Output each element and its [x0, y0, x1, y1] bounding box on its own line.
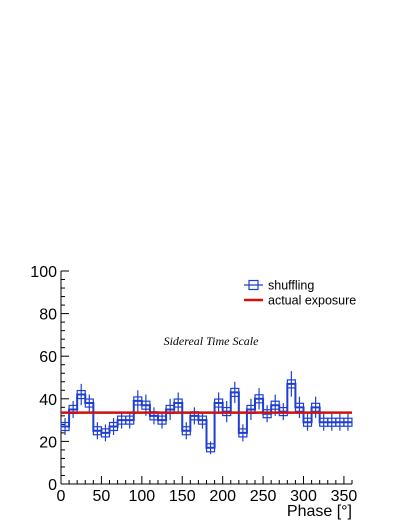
shuffling-point [230, 387, 240, 398]
x-tick-label: 0 [57, 488, 66, 505]
shuffling-point [286, 379, 296, 389]
shuffling-point [270, 400, 280, 410]
shuffling-point [84, 398, 94, 408]
x-axis-title: Phase [°] [287, 503, 352, 520]
y-tick-label: 60 [39, 349, 57, 366]
y-tick-label: 20 [39, 434, 57, 451]
shuffling-point [343, 417, 353, 427]
shuffling-point [157, 415, 167, 425]
x-tick-label: 300 [290, 488, 317, 505]
shuffling-point [197, 415, 208, 425]
shuffling-point [76, 389, 86, 400]
shuffling-point [254, 394, 264, 404]
legend-label-actual-exposure: actual exposure [268, 294, 356, 308]
y-tick-label: 80 [39, 307, 57, 324]
axis-labels: 0 20 40 60 80 100 0 50 100 150 200 250 300 350 [30, 264, 357, 505]
shuffling-point [238, 428, 248, 438]
shuffling-point [108, 421, 119, 432]
chart-annotation: Sidereal Time Scale [164, 334, 260, 348]
shuffling-point [173, 398, 183, 408]
legend-marker-shuffling [248, 279, 259, 291]
legend-item-shuffling: shuffling [244, 279, 314, 293]
x-tick-label: 200 [209, 488, 236, 505]
shuffling-point [294, 402, 305, 412]
x-tick-label: 100 [128, 488, 155, 505]
legend: shuffling actual exposure [244, 279, 356, 308]
x-tick-label: 350 [331, 488, 358, 505]
y-tick-label: 100 [30, 264, 57, 281]
shuffling-point [205, 443, 216, 453]
shuffling-point [125, 415, 135, 425]
y-tick-label: 0 [48, 477, 57, 494]
axis-ticks [60, 270, 353, 485]
x-tick-label: 250 [250, 488, 277, 505]
shuffling-point [141, 400, 151, 410]
legend-item-actual-exposure: actual exposure [244, 294, 356, 308]
shuffling-point [181, 426, 191, 436]
shuffling-point [214, 398, 224, 408]
shuffling-point [302, 417, 313, 427]
x-tick-label: 150 [169, 488, 196, 505]
legend-label-shuffling: shuffling [268, 279, 314, 293]
series-shuffling [60, 371, 353, 455]
shuffling-point [311, 402, 321, 412]
shuffling-point [60, 421, 70, 432]
y-tick-label: 40 [39, 392, 57, 409]
shuffling-point [100, 428, 111, 438]
x-tick-label: 50 [93, 488, 111, 505]
